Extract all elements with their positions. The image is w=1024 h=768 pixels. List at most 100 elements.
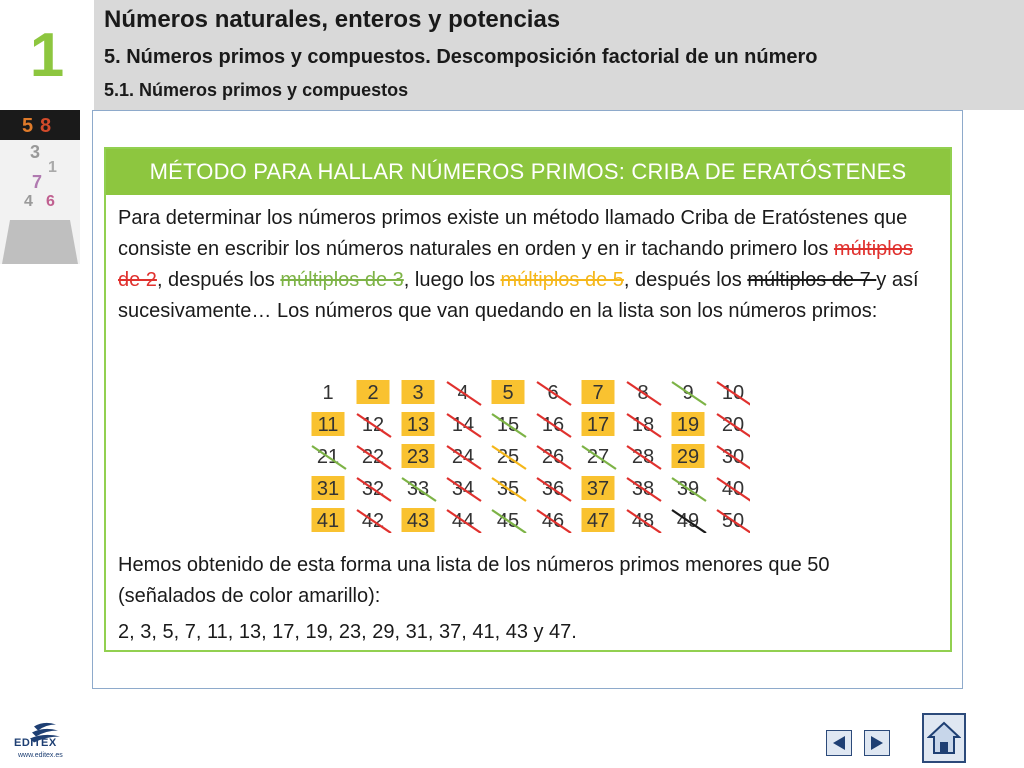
strike-mark bbox=[716, 381, 750, 406]
sieve-number: 31 bbox=[317, 478, 339, 500]
sieve-number: 3 bbox=[412, 382, 423, 404]
page-subtitle: 5. Números primos y compuestos. Descompo… bbox=[104, 46, 818, 68]
home-icon bbox=[927, 721, 961, 754]
intro-text-2: , después los bbox=[156, 269, 281, 291]
sieve-number: 37 bbox=[587, 478, 609, 500]
triangle-right-icon bbox=[871, 736, 883, 750]
svg-text:4: 4 bbox=[24, 193, 33, 210]
editex-url: www.editex.es bbox=[18, 752, 63, 759]
prime-highlight bbox=[401, 380, 435, 404]
sieve-number: 5 bbox=[502, 382, 513, 404]
multiples-of-3-label: múltiplos de 3 bbox=[280, 269, 404, 291]
strike-mark bbox=[536, 477, 572, 502]
strike-mark bbox=[446, 413, 482, 438]
strike-mark bbox=[581, 445, 617, 470]
prime-highlight bbox=[671, 444, 705, 468]
strike-mark bbox=[716, 413, 750, 438]
strike-mark bbox=[356, 509, 392, 533]
sieve-svg: 1234567891011121314151617181920212223242… bbox=[311, 380, 750, 533]
svg-text:7: 7 bbox=[32, 172, 42, 192]
sieve-number: 29 bbox=[677, 446, 699, 468]
prime-highlight bbox=[401, 508, 435, 532]
sieve-number: 43 bbox=[407, 510, 429, 532]
multiples-of-5-label: múltiplos de 5 bbox=[500, 269, 624, 291]
multiples-of-7-label: múltiplos de 7 bbox=[747, 269, 877, 291]
strike-mark bbox=[491, 509, 527, 533]
prime-highlight bbox=[491, 380, 525, 404]
sieve-number: 17 bbox=[587, 414, 609, 436]
sieve-number: 2 bbox=[367, 382, 378, 404]
strike-mark bbox=[401, 477, 437, 502]
sieve-grid: 1234567891011121314151617181920212223242… bbox=[310, 378, 750, 533]
header-bar bbox=[94, 0, 1024, 110]
editex-logo-text: EDITEX bbox=[14, 737, 57, 749]
sieve-number: 19 bbox=[677, 414, 699, 436]
prime-highlight bbox=[581, 380, 615, 404]
intro-text-4: , después los bbox=[623, 269, 748, 291]
strike-mark bbox=[491, 445, 527, 470]
intro-text-5: y así sucesivamente… Los números que van… bbox=[118, 269, 919, 322]
strike-mark bbox=[491, 477, 527, 502]
prime-highlight bbox=[671, 412, 705, 436]
strike-mark bbox=[446, 381, 482, 406]
multiples-of-2-label: múltiplos de 2 bbox=[118, 238, 913, 291]
strike-mark bbox=[536, 413, 572, 438]
home-button[interactable] bbox=[922, 713, 966, 763]
prime-list: 2, 3, 5, 7, 11, 13, 17, 19, 23, 29, 31, … bbox=[118, 621, 577, 643]
sieve-number: 7 bbox=[592, 382, 603, 404]
editex-logo bbox=[30, 722, 60, 743]
prime-highlight bbox=[581, 476, 615, 500]
svg-text:6: 6 bbox=[46, 193, 55, 210]
prime-highlight bbox=[311, 412, 345, 436]
strike-mark bbox=[626, 413, 662, 438]
svg-text:3: 3 bbox=[30, 142, 40, 162]
card-heading: MÉTODO PARA HALLAR NÚMEROS PRIMOS: CRIBA… bbox=[106, 149, 950, 195]
strike-mark bbox=[716, 509, 750, 533]
page-title: Números naturales, enteros y potencias bbox=[104, 6, 561, 33]
svg-text:8: 8 bbox=[40, 115, 51, 137]
method-card: MÉTODO PARA HALLAR NÚMEROS PRIMOS: CRIBA… bbox=[104, 147, 952, 652]
decorative-numbers-image: 5 8 3 1 7 4 6 bbox=[0, 110, 80, 264]
strike-mark bbox=[626, 509, 662, 533]
strike-mark bbox=[536, 445, 572, 470]
prime-highlight bbox=[401, 444, 435, 468]
strike-mark bbox=[446, 445, 482, 470]
strike-mark bbox=[626, 445, 662, 470]
strike-mark bbox=[356, 445, 392, 470]
sieve-number: 13 bbox=[407, 414, 429, 436]
intro-text-1: Para determinar los números primos exist… bbox=[118, 207, 908, 260]
intro-text-3: , luego los bbox=[403, 269, 501, 291]
prime-highlight bbox=[311, 508, 345, 532]
prime-highlight bbox=[581, 508, 615, 532]
prime-highlight bbox=[581, 412, 615, 436]
strike-mark bbox=[716, 477, 750, 502]
next-button[interactable] bbox=[864, 730, 890, 756]
sieve-number: 41 bbox=[317, 510, 339, 532]
intro-paragraph: Para determinar los números primos exist… bbox=[118, 203, 928, 327]
strike-mark bbox=[446, 509, 482, 533]
strike-mark bbox=[626, 477, 662, 502]
strike-mark bbox=[311, 445, 347, 470]
strike-mark bbox=[671, 381, 707, 406]
svg-text:5: 5 bbox=[22, 115, 33, 137]
strike-mark bbox=[536, 509, 572, 533]
strike-mark bbox=[671, 477, 707, 502]
strike-mark bbox=[356, 477, 392, 502]
svg-text:1: 1 bbox=[48, 159, 57, 176]
result-paragraph: Hemos obtenido de esta forma una lista d… bbox=[118, 554, 830, 607]
sieve-number: 47 bbox=[587, 510, 609, 532]
strike-mark bbox=[446, 477, 482, 502]
prime-highlight bbox=[356, 380, 390, 404]
previous-button[interactable] bbox=[826, 730, 852, 756]
strike-mark bbox=[716, 445, 750, 470]
strike-mark bbox=[356, 413, 392, 438]
strike-mark bbox=[671, 509, 707, 533]
strike-mark bbox=[536, 381, 572, 406]
triangle-left-icon bbox=[833, 736, 845, 750]
strike-mark bbox=[626, 381, 662, 406]
unit-number: 1 bbox=[29, 20, 65, 90]
section-title: 5.1. Números primos y compuestos bbox=[104, 80, 409, 100]
sieve-number: 11 bbox=[318, 414, 339, 436]
strike-mark bbox=[491, 413, 527, 438]
sieve-number: 23 bbox=[407, 446, 429, 468]
